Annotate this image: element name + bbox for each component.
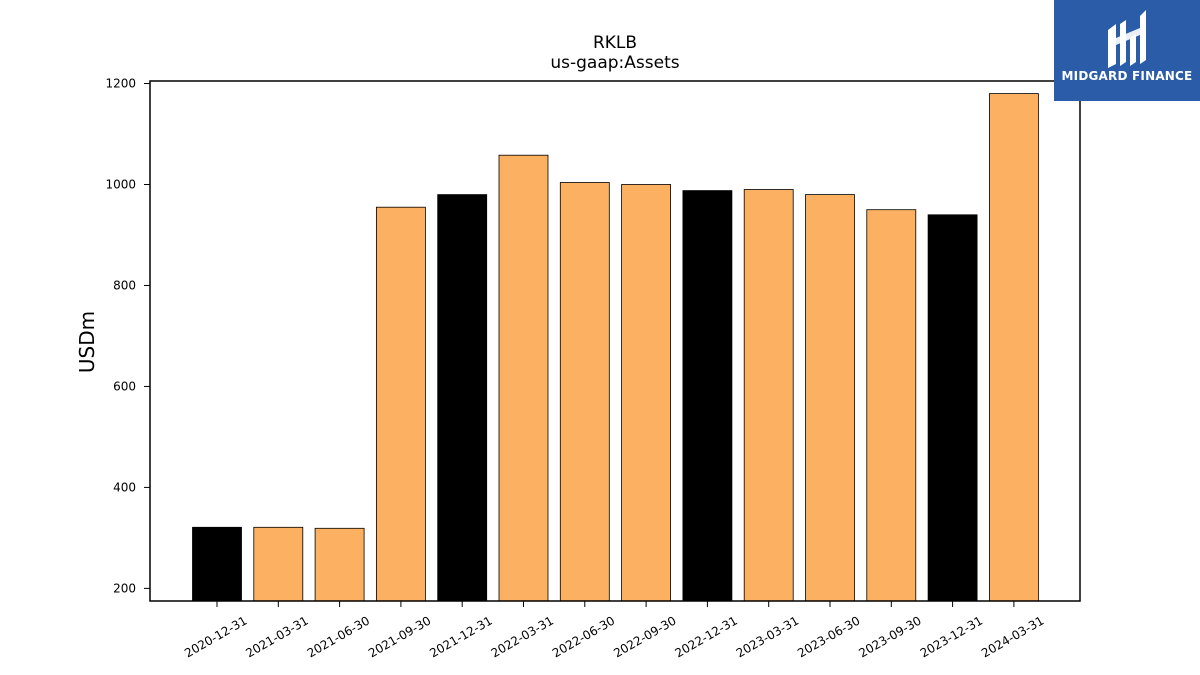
logo-text: MIDGARD FINANCE <box>1061 69 1193 83</box>
bar-2020-12-31 <box>192 526 242 602</box>
bars-group <box>192 93 1039 602</box>
bar-2021-09-30 <box>375 206 426 602</box>
x-ticks-group: 2020-12-312021-03-312021-06-302021-09-30… <box>182 601 1046 660</box>
y-tick-label: 1000 <box>105 177 136 191</box>
bar-2023-09-30 <box>866 209 917 602</box>
midgard-finance-logo: MIDGARD FINANCE <box>1054 0 1200 101</box>
y-tick-label: 1200 <box>105 77 136 91</box>
chart-subtitle: us-gaap:Assets <box>550 53 679 73</box>
x-tick-label: 2020-12-31 <box>182 613 249 660</box>
y-axis-label: USDm <box>75 311 99 373</box>
x-tick-label: 2021-12-31 <box>427 613 494 660</box>
x-tick-label: 2021-06-30 <box>305 613 372 660</box>
x-tick-label: 2022-06-30 <box>550 613 617 660</box>
bar-2022-12-31 <box>682 190 733 602</box>
x-tick-label: 2024-03-31 <box>979 613 1046 660</box>
x-tick-label: 2022-03-31 <box>489 613 556 660</box>
bar-2022-03-31 <box>498 154 549 602</box>
y-tick-label: 400 <box>113 480 136 494</box>
y-ticks-group: 200 400 600 800 1000 1200 <box>105 77 150 595</box>
y-tick-label: 600 <box>113 379 136 393</box>
x-tick-label: 2022-12-31 <box>672 613 739 660</box>
x-tick-label: 2022-09-30 <box>611 613 678 660</box>
bar-2023-06-30 <box>805 194 855 602</box>
bar-2021-03-31 <box>253 526 304 602</box>
bar-2021-12-31 <box>437 194 488 602</box>
chart-title: RKLB <box>593 33 637 53</box>
y-tick-label: 200 <box>113 581 136 595</box>
bar-2021-06-30 <box>314 527 365 602</box>
plot-frame <box>149 80 1081 602</box>
x-tick-label: 2023-09-30 <box>856 613 923 660</box>
bar-2023-12-31 <box>927 214 978 602</box>
x-tick-label: 2023-06-30 <box>795 613 862 660</box>
logo-mark-icon <box>1108 10 1146 68</box>
x-tick-label: 2021-09-30 <box>366 613 433 660</box>
x-tick-label: 2023-12-31 <box>918 613 985 660</box>
bar-2022-09-30 <box>621 184 671 602</box>
bar-2022-06-30 <box>559 182 610 602</box>
x-tick-label: 2021-03-31 <box>243 613 310 660</box>
y-tick-label: 800 <box>113 278 136 292</box>
bar-2023-03-31 <box>743 189 794 602</box>
x-tick-label: 2023-03-31 <box>734 613 801 660</box>
bar-2024-03-31 <box>989 93 1039 602</box>
